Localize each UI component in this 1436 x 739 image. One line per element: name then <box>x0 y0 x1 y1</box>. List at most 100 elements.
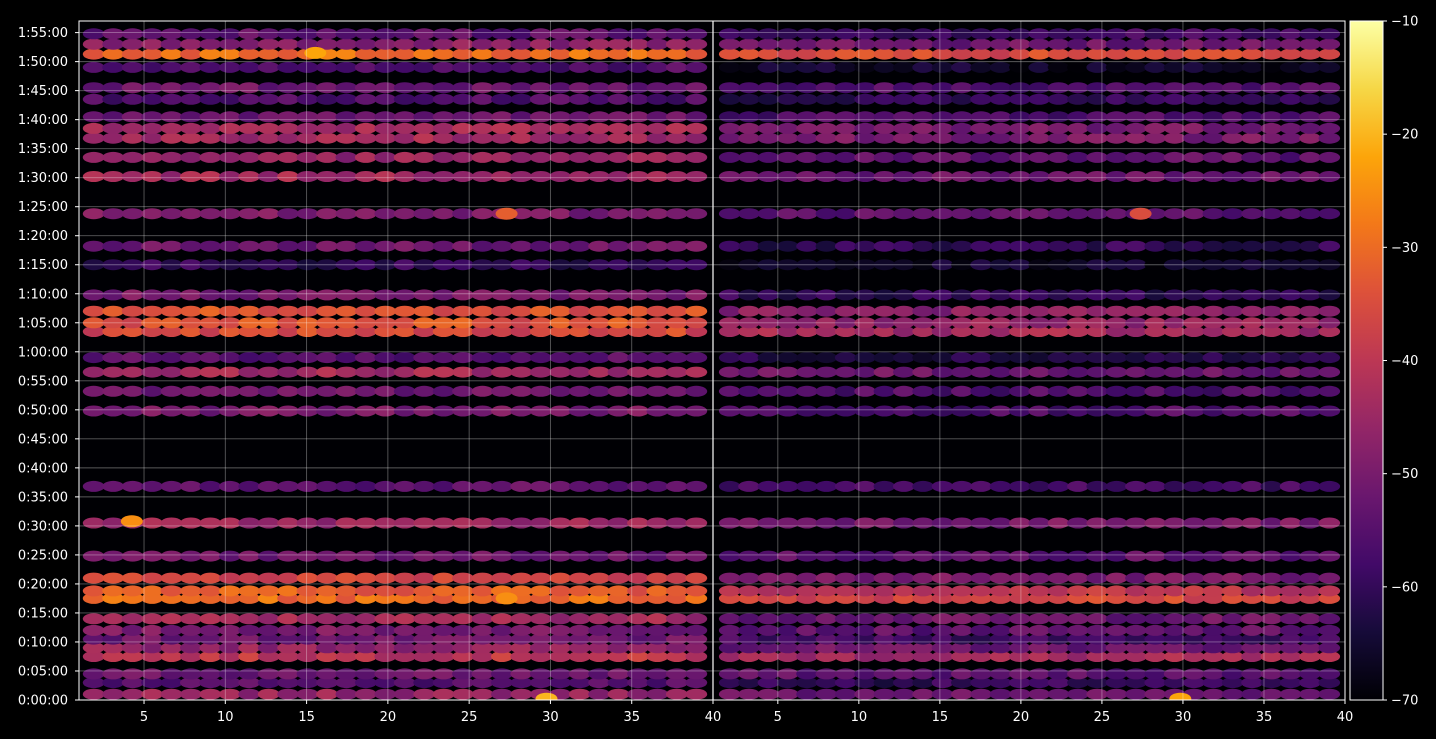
heat-cell <box>776 480 799 492</box>
heat-cell <box>1047 352 1070 364</box>
heat-cell <box>1279 28 1302 40</box>
y-tick-label: 0:15:00 <box>18 606 68 621</box>
heat-cell <box>1279 624 1302 636</box>
heat-cell <box>1105 550 1128 562</box>
heat-cell <box>646 550 669 562</box>
heat-cell <box>815 82 838 94</box>
heat-cell <box>970 132 992 144</box>
heat-cell <box>1047 208 1070 220</box>
heat-cell <box>510 61 533 73</box>
heat-cell <box>1009 240 1031 252</box>
x-axis: 5 10 15 20 25 30 35 40 5 10 15 20 25 30 35 40 <box>140 700 1353 725</box>
heat-cell <box>218 668 241 680</box>
heat-cell <box>549 651 572 662</box>
heat-cell <box>1028 385 1050 397</box>
heat-cell <box>1279 61 1302 73</box>
heat-cell <box>335 385 358 397</box>
heat-cell <box>912 517 934 529</box>
heat-cell <box>1299 28 1321 40</box>
heat-cell <box>757 61 780 73</box>
heat-cell <box>1028 208 1050 220</box>
heat-hotspot <box>1169 692 1192 700</box>
heat-cell <box>491 480 513 492</box>
heat-cell <box>1318 240 1341 252</box>
heat-cell <box>1009 122 1031 134</box>
heat-cell <box>1183 48 1205 60</box>
heat-cell <box>718 642 741 654</box>
heat-cell <box>82 585 105 597</box>
heat-cell <box>452 61 474 73</box>
heat-cell <box>413 208 436 220</box>
heat-cell <box>413 624 436 636</box>
heat-cell <box>1299 132 1321 144</box>
heat-cell <box>549 480 572 492</box>
heat-cell <box>1241 585 1263 597</box>
heat-cell <box>951 132 973 144</box>
heat-cell <box>374 677 397 689</box>
heat-cell <box>1086 259 1108 271</box>
heat-cell <box>1047 28 1070 40</box>
heat-cell <box>1086 171 1108 182</box>
x-tick-label: 15 <box>298 710 315 725</box>
heat-cell <box>374 208 397 220</box>
heat-cell <box>989 38 1012 50</box>
heat-cell <box>316 651 338 662</box>
heat-cell <box>374 61 397 73</box>
heat-cell <box>607 624 630 636</box>
heat-cell <box>1299 48 1321 60</box>
heat-cell <box>834 517 857 529</box>
heat-cell <box>1125 151 1147 163</box>
heat-cell <box>738 28 760 40</box>
heat-cell <box>568 208 591 220</box>
heat-cell <box>834 352 857 364</box>
heat-cell <box>238 385 261 397</box>
heat-cell <box>1125 550 1147 562</box>
heat-cell <box>452 624 474 636</box>
heat-cell <box>218 642 241 654</box>
heat-cell <box>796 585 818 597</box>
heat-cell <box>1028 405 1050 417</box>
heat-cell <box>1202 517 1225 529</box>
heat-cell <box>1047 93 1070 105</box>
heat-cell <box>1086 572 1108 584</box>
heat-cell <box>796 668 818 680</box>
heat-cell <box>257 642 280 654</box>
heat-cell <box>316 405 338 417</box>
x-tick-label: 35 <box>623 710 640 725</box>
heat-cell <box>665 688 688 700</box>
heat-cell <box>757 151 780 163</box>
heat-cell <box>718 550 741 562</box>
heat-cell <box>873 111 896 123</box>
heat-cell <box>121 642 144 654</box>
heat-cell <box>989 208 1012 220</box>
heat-cell <box>1028 317 1050 329</box>
y-tick-label: 0:10:00 <box>18 635 68 650</box>
heat-cell <box>568 61 591 73</box>
heat-cell <box>834 48 857 60</box>
heat-cell <box>1221 385 1244 397</box>
heat-cell <box>199 317 222 329</box>
heat-cell <box>432 677 455 689</box>
heat-cell <box>510 633 533 645</box>
heat-cell <box>121 61 144 73</box>
heat-cell <box>180 28 202 40</box>
heat-cell <box>951 93 973 105</box>
heat-cell <box>238 132 261 144</box>
heat-cell <box>757 171 780 182</box>
heat-cell <box>549 111 572 123</box>
heat-cell <box>568 259 591 271</box>
heat-cell <box>1279 517 1302 529</box>
heat-cell <box>160 668 183 680</box>
heat-cell <box>796 624 818 636</box>
heat-cell <box>1086 111 1108 123</box>
heat-cell <box>1009 624 1031 636</box>
heat-cell <box>1241 93 1263 105</box>
heat-cell <box>970 289 992 301</box>
heat-cell <box>854 111 876 123</box>
heat-cell <box>121 208 144 220</box>
heat-cell <box>1183 61 1205 73</box>
heat-cell <box>1067 688 1089 700</box>
heat-cell <box>82 572 105 584</box>
heat-cell <box>413 326 436 337</box>
heat-cell <box>738 240 760 252</box>
